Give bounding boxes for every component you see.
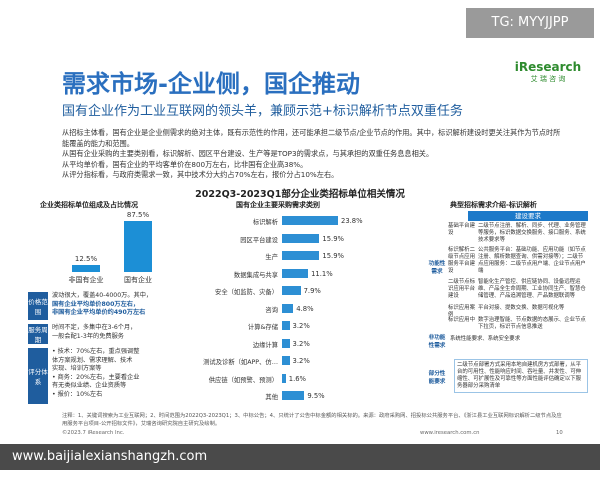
info-line: 体方案规划、需求理解、技术 bbox=[52, 356, 133, 364]
mid-bar bbox=[282, 303, 294, 313]
watermark-bottom: www.baijialexianshangzh.com bbox=[0, 444, 600, 470]
info-text: 波动很大，覆盖40-4000万。其中， 国有企业平均单价800万左右， 非国有企… bbox=[52, 292, 152, 318]
performance-text: 二级节点部署方式采用本地自建机房方式部署，从平台的可用性、性能响应时间、吞吐量、… bbox=[454, 359, 588, 393]
info-row-scoring: 评分体系 • 技术：70%左右，重点强调整 体方案规划、需求理解、技术 实现、培… bbox=[28, 348, 190, 404]
watermark-top: TG: MYYJJPP bbox=[466, 8, 594, 38]
mid-bar-value: 3.2% bbox=[292, 339, 310, 348]
mid-bar-category: 咨询 bbox=[265, 306, 278, 314]
site-url: www.iresearch.com.cn bbox=[420, 430, 480, 436]
mid-bar-category: 测试及诊断（如APP、仿… bbox=[203, 359, 278, 366]
paragraph: 从平均单价看，国有企业的平均客单价在800万左右，比非国有企业高38%。 bbox=[62, 159, 308, 169]
requirement-detail: 数字治理智能、节点数据的态展示、企业节点下拉页，标识节点信息推送 bbox=[478, 317, 586, 330]
mid-bar-category: 计算&存储 bbox=[247, 324, 278, 331]
mid-bar-value: 3.2% bbox=[292, 322, 310, 330]
performance-tag: 部分性能要求 bbox=[428, 371, 446, 385]
mid-bar bbox=[282, 321, 290, 330]
mid-bar-category: 数据集成与共享 bbox=[233, 271, 278, 279]
info-line: 有无类似业绩、企业资质等 bbox=[52, 382, 127, 390]
chart-main-title: 2022Q3-2023Q1部分企业类招标单位相关情况 bbox=[195, 189, 405, 200]
mid-bar-value: 9.5% bbox=[307, 392, 325, 400]
mid-bar bbox=[282, 233, 320, 243]
nonfunctional-tag: 非功能性需求 bbox=[428, 335, 446, 349]
info-tag: 服务周期 bbox=[28, 324, 48, 344]
paragraph: 从国有企业采购的主要类别看，标识解析、园区平台建设、生产等是TOP3的需求点，与… bbox=[62, 149, 434, 158]
requirement-item: 基础平台建设 bbox=[448, 223, 475, 236]
info-line: 时间不定，多集中在3-6个月， bbox=[52, 324, 137, 331]
mid-bar-category: 生产 bbox=[265, 254, 278, 261]
info-text: • 技术：70%左右，重点强调整 体方案规划、需求理解、技术 实现、培训方案等 … bbox=[52, 348, 139, 400]
mid-bar-category: 园区平台建设 bbox=[240, 236, 278, 244]
page-title: 需求市场-企业侧，国企推动 bbox=[62, 70, 360, 98]
info-line: • 技术：70%左右，重点强调整 bbox=[52, 348, 140, 355]
mid-bar bbox=[282, 338, 290, 348]
info-line: 国有企业平均单价800万左右， bbox=[52, 300, 140, 308]
paragraph: 从招标主体看，国有企业是企业侧需求的绝对主体，既有示范性的作用，还可能承担二级节… bbox=[62, 128, 561, 148]
build-requirements-header: 建设要求 bbox=[468, 211, 588, 221]
requirement-detail: 二级节点注册、解析、同步、代理、业务管理等服务，标识数据交换服务、接口服务、系统… bbox=[478, 223, 586, 243]
info-line: 波动很大，覆盖40-4000万。其中， bbox=[52, 292, 153, 299]
left-bar-category: 国有企业 bbox=[124, 276, 152, 284]
mid-bar-value: 23.8% bbox=[341, 217, 363, 225]
logo-cn: 艾 瑞 咨 询 bbox=[530, 75, 566, 83]
mid-bar-category: 其他 bbox=[265, 394, 278, 401]
info-tag: 价格范围 bbox=[28, 292, 48, 320]
mid-bar-value: 1.6% bbox=[288, 374, 307, 383]
mid-bar-category: 标识解析 bbox=[252, 219, 278, 226]
iresearch-logo: iResearch 艾 瑞 咨 询 bbox=[512, 60, 584, 84]
mid-bar bbox=[282, 356, 290, 365]
mid-bar bbox=[282, 268, 309, 278]
info-line: • 商务：20%左右，主要看企业 bbox=[52, 373, 140, 381]
info-line: 一般会配1-3年的免费服务 bbox=[52, 332, 124, 340]
info-row-price: 价格范围 波动很大，覆盖40-4000万。其中， 国有企业平均单价800万左右，… bbox=[28, 292, 190, 320]
copyright: ©2023.7 iResearch Inc. bbox=[62, 430, 125, 436]
paragraph: 从评分指标看，与政府类需求一致，其中技术分大约占70%左右，报价分占10%左右。 bbox=[62, 170, 339, 179]
left-section-header: 企业类招标单位组成及占比情况 bbox=[40, 201, 138, 209]
mid-bar-category: 安全（如监防、灾备） bbox=[215, 289, 278, 296]
footnote: 注释：1、关键词搜索为工业互联网；2、时间范围为2022Q3-2023Q1；3、… bbox=[62, 413, 562, 427]
mid-bar-value: 3.2% bbox=[292, 357, 310, 365]
page-subtitle: 国有企业作为工业互联网的领头羊，兼顾示范+标识解析节点双重任务 bbox=[62, 104, 463, 119]
mid-bar-value: 11.1% bbox=[311, 269, 333, 278]
mid-bar-value: 15.9% bbox=[322, 252, 344, 260]
left-bar bbox=[72, 264, 100, 272]
requirement-item: 二级节点标识应用平台建设 bbox=[448, 279, 475, 299]
requirement-detail: 智能化生产管控、供应链协同、设备远程运维、产品全生命周期、工业协同生产、智慧仓储… bbox=[478, 279, 586, 299]
info-line: • 报价：10%左右 bbox=[52, 390, 103, 398]
info-row-period: 服务周期 时间不定，多集中在3-6个月， 一般会配1-3年的免费服务 bbox=[28, 324, 190, 344]
info-text: 时间不定，多集中在3-6个月， 一般会配1-3年的免费服务 bbox=[52, 324, 136, 341]
functional-tag: 功能性需求 bbox=[428, 261, 446, 275]
mid-bar bbox=[282, 286, 301, 295]
left-bar-value: 87.5% bbox=[126, 211, 150, 220]
requirement-item: 标识应用案例 bbox=[448, 305, 475, 318]
mid-bar-value: 15.9% bbox=[322, 234, 344, 243]
logo-brand: iResearch bbox=[514, 60, 582, 74]
mid-bar bbox=[282, 373, 286, 383]
mid-bar-value: 7.9% bbox=[303, 287, 321, 295]
mid-bar bbox=[282, 251, 320, 260]
left-info-box: 价格范围 波动很大，覆盖40-4000万。其中， 国有企业平均单价800万左右，… bbox=[28, 292, 190, 408]
requirement-item: 标识应用中 bbox=[448, 317, 475, 323]
summary-paragraphs: 从招标主体看，国有企业是企业侧需求的绝对主体，既有示范性的作用，还可能承担二级节… bbox=[62, 128, 562, 181]
requirement-item: 标识解析二级节点应用服务平台建设 bbox=[448, 247, 475, 274]
page-number: 10 bbox=[556, 430, 563, 436]
nonfunctional-text: 系统性能要求、系统安全要求 bbox=[450, 336, 521, 342]
mid-bar-category: 边缘计算 bbox=[252, 341, 278, 349]
info-line: 非国有企业平均单价约490万左右 bbox=[52, 309, 146, 317]
left-bar-value: 12.5% bbox=[74, 254, 98, 263]
requirement-detail: 平台对接、提数交换、数据可视化等 bbox=[478, 305, 565, 311]
info-line: 实现、培训方案等 bbox=[52, 365, 102, 373]
info-tag: 评分体系 bbox=[28, 348, 48, 404]
mid-bar bbox=[282, 216, 338, 225]
mid-bar-category: 供应链（如预警、预测） bbox=[208, 376, 278, 384]
mid-section-header: 国有企业主要采购需求类别 bbox=[236, 201, 320, 209]
mid-bar-value: 4.8% bbox=[296, 304, 314, 313]
right-requirements-panel: 建设要求 功能性需求 基础平台建设 二级节点注册、解析、同步、代理、业务管理等服务… bbox=[428, 209, 590, 409]
left-bar-category: 非国有企业 bbox=[68, 276, 104, 284]
right-section-header: 典型招标需求介绍-标识解析 bbox=[450, 201, 537, 209]
requirement-detail: 公共服务平台：基础功能、应用功能（如节点注册、解析数据查询、供需对接等）；二级节… bbox=[478, 247, 586, 274]
mid-bar bbox=[282, 391, 305, 400]
left-bar bbox=[124, 221, 152, 272]
